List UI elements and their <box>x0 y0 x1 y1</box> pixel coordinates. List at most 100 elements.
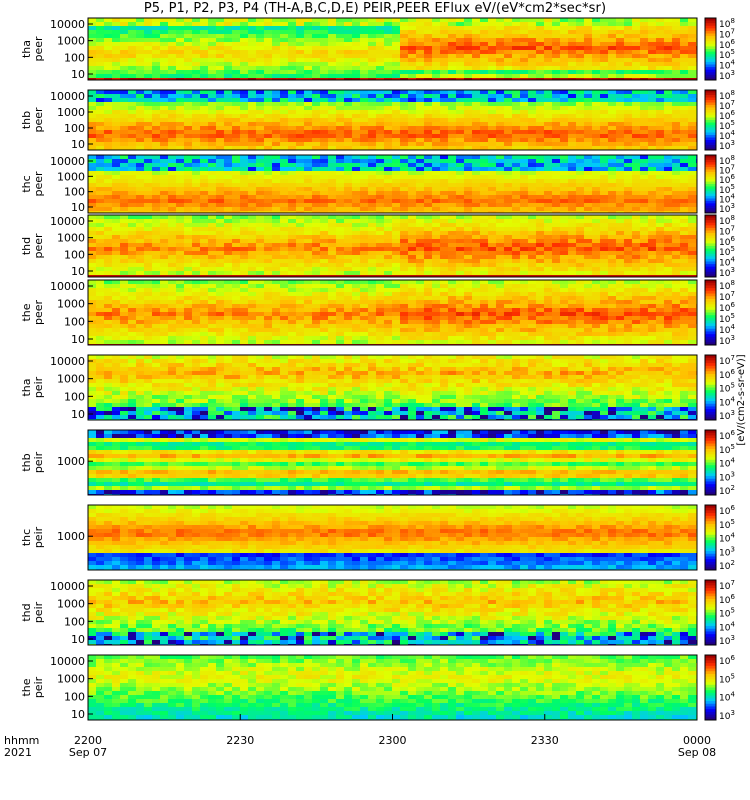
heatmap-cell <box>408 66 416 70</box>
heatmap-cell <box>200 38 208 42</box>
colorbar-segment <box>705 107 716 111</box>
heatmap-cell <box>480 267 488 271</box>
heatmap-cell <box>232 235 240 239</box>
heatmap-cell <box>240 247 248 251</box>
heatmap-cell <box>600 46 608 50</box>
heatmap-cell <box>264 223 272 227</box>
heatmap-cell <box>552 191 560 195</box>
heatmap-cell <box>152 251 160 255</box>
heatmap-cell <box>528 207 536 211</box>
heatmap-cell <box>160 126 168 130</box>
y-tick-label: 10000 <box>50 90 85 103</box>
heatmap-cell <box>688 255 696 259</box>
heatmap-cell <box>296 42 304 46</box>
heatmap-cell <box>224 243 232 247</box>
heatmap-cell <box>328 114 336 118</box>
heatmap-cell <box>240 183 248 187</box>
heatmap-cell <box>336 191 344 195</box>
heatmap-cell <box>336 247 344 251</box>
heatmap-cell <box>344 223 352 227</box>
heatmap-cell <box>376 183 384 187</box>
heatmap-cell <box>464 102 472 106</box>
heatmap-cell <box>600 275 608 277</box>
heatmap-cell <box>184 142 192 146</box>
colorbar-segment <box>705 222 716 226</box>
heatmap-cell <box>656 199 664 203</box>
heatmap-cell <box>352 42 360 46</box>
heatmap-cell <box>552 146 560 150</box>
heatmap-cell <box>512 251 520 255</box>
heatmap-cell <box>664 34 672 38</box>
heatmap-cell <box>432 110 440 114</box>
heatmap-cell <box>328 26 336 30</box>
heatmap-cell <box>520 183 528 187</box>
heatmap-cell <box>592 267 600 271</box>
heatmap-cell <box>208 90 216 94</box>
heatmap-cell <box>616 146 624 150</box>
heatmap-cell <box>320 46 328 50</box>
heatmap-cell <box>672 38 680 42</box>
heatmap-cell <box>368 271 376 275</box>
heatmap-cell <box>288 219 296 223</box>
heatmap-cell <box>688 211 696 213</box>
heatmap-cell <box>536 50 544 54</box>
heatmap-cell <box>528 18 536 22</box>
heatmap-cell <box>384 231 392 235</box>
heatmap-cell <box>624 215 632 219</box>
heatmap-cell <box>392 126 400 130</box>
heatmap-cell <box>128 66 136 70</box>
heatmap-cell <box>280 231 288 235</box>
heatmap-cell <box>632 227 640 231</box>
heatmap-cell <box>632 134 640 138</box>
colorbar-tick-label: 104 <box>719 192 735 205</box>
heatmap-cell <box>144 235 152 239</box>
heatmap-cell <box>464 167 472 171</box>
heatmap-cell <box>568 263 576 267</box>
heatmap-cell <box>400 22 408 26</box>
heatmap-cell <box>328 54 336 58</box>
heatmap-cell <box>352 211 360 213</box>
heatmap-cell <box>408 102 416 106</box>
heatmap-cell <box>480 46 488 50</box>
heatmap-cell <box>96 259 104 263</box>
heatmap-cell <box>528 255 536 259</box>
heatmap-cell <box>496 58 504 62</box>
heatmap-cell <box>648 106 656 110</box>
heatmap-cell <box>368 70 376 74</box>
heatmap-cell <box>192 223 200 227</box>
heatmap-cell <box>336 271 344 275</box>
heatmap-cell <box>400 211 408 213</box>
heatmap-cell <box>368 191 376 195</box>
heatmap-cell <box>448 138 456 142</box>
heatmap-cell <box>520 118 528 122</box>
heatmap-cell <box>96 62 104 66</box>
heatmap-cell <box>448 50 456 54</box>
heatmap-cell <box>496 275 504 277</box>
heatmap-cell <box>168 126 176 130</box>
heatmap-cell <box>256 134 264 138</box>
heatmap-cell <box>96 54 104 58</box>
heatmap-cell <box>480 207 488 211</box>
heatmap-cell <box>96 34 104 38</box>
heatmap-cell <box>448 239 456 243</box>
heatmap-cell <box>248 195 256 199</box>
heatmap-cell <box>176 70 184 74</box>
heatmap-cell <box>448 30 456 34</box>
heatmap-cell <box>640 106 648 110</box>
heatmap-cell <box>576 78 584 80</box>
heatmap-cell <box>656 187 664 191</box>
heatmap-cell <box>208 122 216 126</box>
heatmap-cell <box>200 94 208 98</box>
colorbar-segment <box>705 125 716 128</box>
heatmap-cell <box>464 219 472 223</box>
colorbar-frame <box>704 154 717 214</box>
heatmap-cell <box>544 167 552 171</box>
colorbar-segment <box>705 110 716 113</box>
heatmap-cell <box>536 130 544 134</box>
heatmap-cell <box>648 167 656 171</box>
heatmap-cell <box>296 26 304 30</box>
heatmap-cell <box>680 251 688 255</box>
heatmap-cell <box>528 110 536 114</box>
heatmap-cell <box>448 227 456 231</box>
heatmap-cell <box>536 243 544 247</box>
